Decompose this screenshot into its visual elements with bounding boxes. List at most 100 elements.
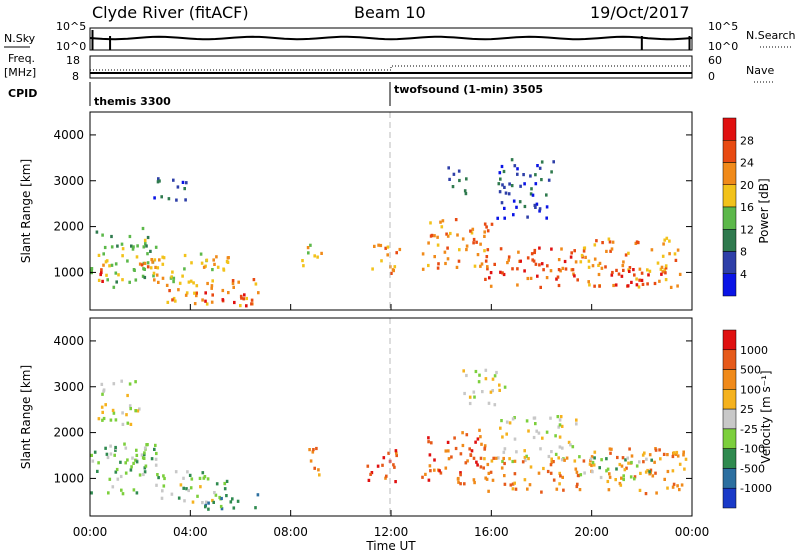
y-tick-label: 4000 bbox=[53, 128, 84, 142]
velocity-cell bbox=[126, 393, 129, 398]
velocity-cell bbox=[550, 460, 554, 464]
power-cell bbox=[195, 291, 198, 295]
velocity-cell bbox=[468, 447, 471, 451]
power-cell bbox=[133, 268, 136, 272]
velocity-cell bbox=[626, 456, 629, 460]
velocity-cell bbox=[121, 422, 125, 426]
power-cell bbox=[573, 249, 576, 253]
velocity-cell bbox=[571, 445, 575, 449]
power-cell bbox=[531, 193, 535, 197]
velocity-cell bbox=[311, 450, 315, 454]
power-cell bbox=[233, 300, 236, 305]
power-cell bbox=[232, 285, 235, 289]
velocity-cell bbox=[121, 492, 125, 496]
freq-panel: Freq. [MHz] 18 8 60 0 Nave bbox=[4, 52, 774, 83]
velocity-cell bbox=[204, 505, 207, 509]
velocity-cell bbox=[454, 446, 458, 451]
power-cell bbox=[593, 257, 597, 261]
velocity-cell bbox=[546, 469, 550, 474]
power-cell bbox=[136, 244, 139, 248]
velocity-cell bbox=[485, 477, 489, 481]
velocity-cell bbox=[433, 458, 436, 462]
velocity-cell bbox=[582, 459, 586, 463]
velocity-cell bbox=[487, 401, 491, 405]
power-cell bbox=[638, 278, 641, 282]
velocity-cell bbox=[545, 430, 549, 434]
velocity-cell bbox=[666, 486, 669, 490]
nsearch-label: N.Search bbox=[746, 29, 796, 42]
power-cell bbox=[540, 178, 543, 182]
velocity-cell bbox=[625, 466, 628, 470]
power-cell bbox=[612, 283, 615, 288]
velocity-cell bbox=[513, 459, 517, 463]
velocity-cell bbox=[672, 451, 676, 455]
velocity-cell bbox=[614, 478, 617, 482]
power-cell bbox=[479, 242, 482, 246]
power-cell bbox=[395, 251, 398, 255]
power-cell bbox=[216, 265, 220, 269]
power-cell bbox=[211, 268, 214, 272]
velocity-cell bbox=[128, 404, 132, 408]
nsky-trace bbox=[89, 35, 693, 41]
power-cell bbox=[446, 234, 450, 238]
power-cell bbox=[243, 293, 246, 297]
power-cell bbox=[142, 267, 145, 271]
velocity-cell bbox=[225, 494, 228, 498]
velocity-cell bbox=[308, 448, 311, 452]
power-cell bbox=[563, 259, 567, 264]
velocity-cell bbox=[501, 459, 504, 464]
colorbar-swatch bbox=[722, 140, 737, 163]
power-cell bbox=[105, 259, 109, 263]
velocity-cell bbox=[561, 446, 564, 450]
velocity-cell bbox=[622, 477, 625, 482]
velocity-cell bbox=[138, 407, 141, 411]
power-cell bbox=[455, 265, 459, 269]
velocity-cell bbox=[482, 466, 485, 470]
velocity-cell bbox=[672, 482, 676, 486]
power-cell bbox=[545, 193, 548, 197]
power-cell bbox=[610, 273, 614, 277]
velocity-cell bbox=[487, 489, 490, 493]
power-cell bbox=[635, 277, 638, 281]
power-cell bbox=[114, 262, 118, 266]
power-y-label: Slant Range [km] bbox=[19, 159, 33, 263]
velocity-cell bbox=[100, 382, 104, 386]
velocity-cell bbox=[119, 460, 122, 464]
power-cell bbox=[628, 266, 632, 270]
velocity-cell bbox=[207, 501, 210, 505]
power-cell bbox=[476, 253, 480, 257]
velocity-cell bbox=[644, 492, 648, 496]
velocity-cell bbox=[143, 451, 146, 455]
velocity-cell bbox=[491, 478, 495, 482]
velocity-cell bbox=[523, 478, 527, 482]
velocity-cell bbox=[211, 498, 214, 503]
velocity-cell bbox=[464, 461, 468, 465]
power-cell bbox=[145, 244, 148, 248]
velocity-cell bbox=[505, 432, 508, 436]
velocity-cell bbox=[199, 485, 202, 489]
velocity-cell bbox=[478, 373, 481, 377]
velocity-cell bbox=[534, 422, 537, 426]
velocity-cell bbox=[605, 457, 608, 461]
velocity-cell bbox=[525, 419, 529, 423]
velocity-cell bbox=[183, 499, 186, 503]
velocity-cell bbox=[429, 469, 432, 473]
velocity-cell bbox=[459, 471, 462, 475]
power-cell bbox=[105, 273, 108, 277]
velocity-cell bbox=[157, 476, 160, 480]
power-cell bbox=[386, 253, 389, 257]
power-cell bbox=[155, 273, 159, 277]
velocity-cell bbox=[470, 449, 474, 453]
velocity-cell bbox=[503, 447, 507, 451]
velocity-cell bbox=[542, 466, 545, 471]
velocity-cell bbox=[479, 435, 482, 439]
power-cell bbox=[668, 239, 671, 243]
velocity-cell bbox=[535, 429, 538, 433]
velocity-cell bbox=[662, 452, 666, 456]
velocity-cell bbox=[663, 477, 666, 481]
power-cell bbox=[146, 235, 150, 240]
velocity-cell bbox=[109, 418, 113, 422]
power-cell bbox=[461, 237, 465, 241]
velocity-cell bbox=[547, 454, 551, 459]
velocity-panel: 4000 3000 2000 1000 Slant Range [km] 1000 50… bbox=[19, 317, 773, 517]
